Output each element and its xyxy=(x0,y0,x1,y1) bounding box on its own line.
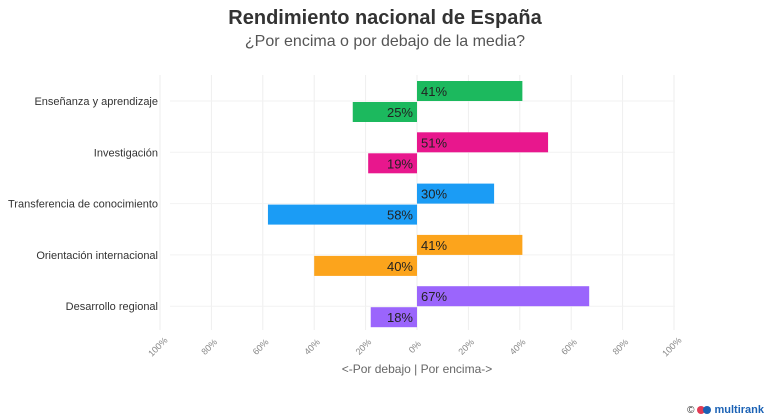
bar-below xyxy=(352,102,417,122)
bar-below-label: 25% xyxy=(387,105,413,120)
x-tick-label: 20% xyxy=(354,337,374,357)
multirank-logo: © multirank xyxy=(687,404,764,416)
bar-below xyxy=(314,255,417,276)
bar-below-label: 19% xyxy=(387,156,413,171)
chart-title: Rendimiento nacional de España xyxy=(228,7,542,29)
bars-group: 41% 25% 51% 19% 30% 58% 41% 40% 67% 18% xyxy=(267,81,590,328)
x-tick-label: 40% xyxy=(508,337,528,357)
category-label: Investigación xyxy=(94,147,158,159)
chart-subtitle: ¿Por encima o por debajo de la media? xyxy=(244,33,526,50)
x-tick-label: 100% xyxy=(660,335,683,358)
copyright-symbol: © xyxy=(687,404,695,416)
multirank-logo-icon xyxy=(697,406,712,414)
bar-above-label: 67% xyxy=(421,289,447,304)
bar-below-label: 18% xyxy=(387,310,413,325)
x-tick-label: 60% xyxy=(251,337,271,357)
bar-below-label: 58% xyxy=(387,208,413,223)
bar-above xyxy=(417,286,590,307)
x-tick-label: 20% xyxy=(456,337,476,357)
x-axis-label: <-Por debajo | Por encima-> xyxy=(342,362,493,376)
bar-above-label: 51% xyxy=(421,135,447,150)
x-tick-labels: 100% 80% 60% 40% 20% 0% 20% 40% 60% 80% 100% xyxy=(146,335,683,358)
x-tick-label: 60% xyxy=(559,337,579,357)
x-tick-label: 80% xyxy=(611,337,631,357)
x-tick-label: 80% xyxy=(199,337,219,357)
category-label: Transferencia de conocimiento xyxy=(8,199,158,211)
category-label: Orientación internacional xyxy=(36,250,158,262)
bar-below-label: 40% xyxy=(387,259,413,274)
bar-above-label: 41% xyxy=(421,84,447,99)
bar-above-label: 30% xyxy=(421,187,447,202)
bar-above-label: 41% xyxy=(421,238,447,253)
category-labels: Enseñanza y aprendizaje Investigación Tran… xyxy=(8,96,158,313)
bar-above xyxy=(417,132,549,153)
brand-name: multirank xyxy=(714,404,764,416)
category-label: Desarrollo regional xyxy=(66,301,158,313)
x-tick-label: 100% xyxy=(146,335,169,358)
category-label: Enseñanza y aprendizaje xyxy=(34,96,158,108)
bar-above xyxy=(417,81,523,101)
x-tick-label: 40% xyxy=(302,337,322,357)
bar-below xyxy=(267,204,417,225)
bar-below xyxy=(370,307,417,328)
bar-above xyxy=(417,183,495,204)
bar-below xyxy=(368,153,417,174)
x-tick-label: 0% xyxy=(407,339,423,355)
bar-above xyxy=(417,234,523,255)
